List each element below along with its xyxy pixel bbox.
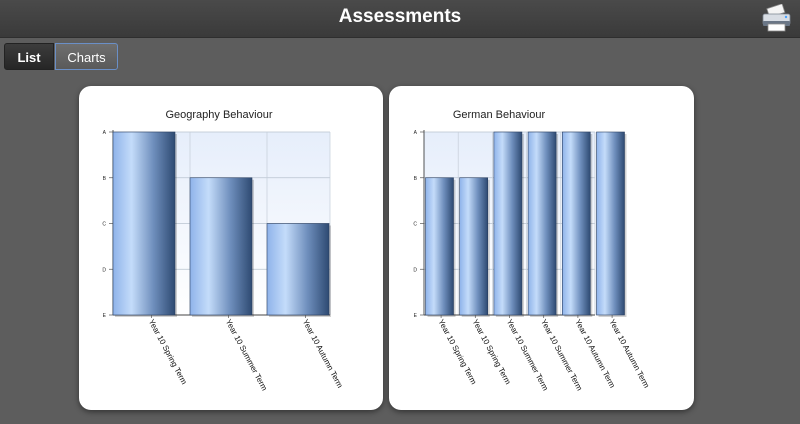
x-tick-label: Year 10 Spring Term [471, 318, 513, 387]
y-tick-label: A [414, 130, 418, 136]
bar [493, 131, 523, 316]
bar [189, 177, 253, 316]
x-tick-label: Year 10 Autumn Term [301, 318, 345, 390]
bar [459, 177, 488, 316]
bar [266, 223, 330, 316]
x-tick-label: Year 10 Summer Term [224, 318, 269, 393]
y-tick-label: C [413, 222, 417, 228]
x-tick-label: Year 10 Spring Term [147, 318, 189, 387]
chart-title: Geography Behaviour [165, 109, 272, 121]
chart-title: German Behaviour [453, 109, 546, 121]
x-tick-label: Year 10 Spring Term [436, 318, 478, 387]
y-tick-label: C [102, 222, 106, 228]
y-tick-label: D [102, 267, 106, 273]
y-tick-label: B [414, 176, 418, 182]
printer-icon [762, 3, 791, 32]
chart-card-german: German Behaviour A B C D E Year 10 Spring Term… [389, 86, 694, 410]
y-tick-label: E [103, 313, 107, 319]
page-title: Assessments [338, 6, 462, 27]
bar [425, 177, 454, 316]
bar [562, 131, 591, 316]
tab-charts[interactable]: Charts [55, 43, 118, 70]
bar [112, 131, 176, 316]
y-tick-label: E [414, 313, 418, 319]
chart-card-geography: Geography Behaviour A B C D E Year 10 Spring T… [79, 86, 383, 410]
bar [527, 131, 557, 316]
tab-list[interactable]: List [4, 43, 54, 70]
bar [596, 131, 625, 316]
german-behaviour-chart: German Behaviour A B C D E Year 10 Spring Term… [413, 109, 651, 393]
y-tick-label: B [103, 176, 107, 182]
y-tick-label: A [103, 130, 107, 136]
y-tick-label: D [413, 267, 417, 273]
geography-behaviour-chart: Geography Behaviour A B C D E Year 10 Spring T… [102, 109, 345, 393]
print-button[interactable] [760, 3, 794, 34]
top-bar: Assessments [0, 0, 800, 38]
